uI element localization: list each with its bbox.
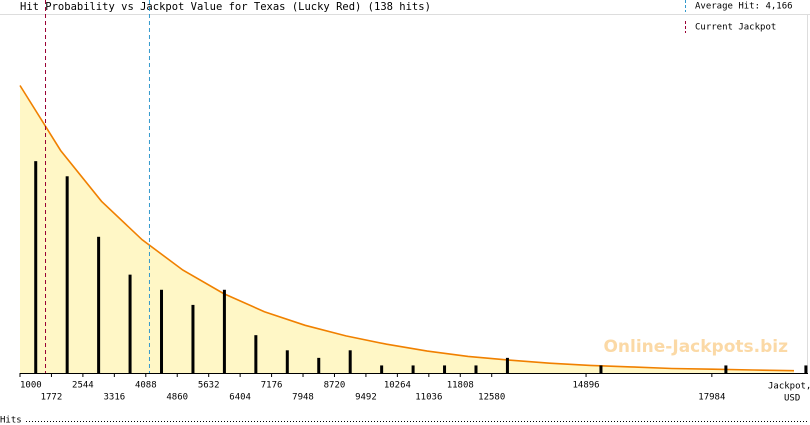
bar — [599, 365, 603, 373]
x-tick-label: 5632 — [198, 381, 220, 391]
bar — [474, 365, 478, 373]
x-axis-label: USD — [784, 394, 800, 404]
x-tick-label: 6404 — [229, 393, 251, 403]
x-tick-label: 11036 — [415, 393, 442, 403]
bar — [380, 365, 384, 373]
x-tick-label: 12580 — [478, 393, 505, 403]
bar — [128, 274, 132, 373]
bar — [97, 236, 101, 373]
bar — [724, 365, 728, 373]
bar — [65, 176, 69, 373]
curve-line — [19, 85, 795, 372]
bar — [348, 350, 352, 373]
watermark: Online-Jackpots.biz — [603, 337, 788, 357]
x-tick-label: 7176 — [261, 381, 283, 391]
x-tick-label: 14896 — [573, 381, 600, 391]
x-tick-label: 4088 — [135, 381, 157, 391]
bar — [34, 161, 38, 373]
x-tick-label: 17984 — [698, 393, 725, 403]
bar — [222, 289, 226, 373]
legend-label: Average Hit: 4,166 — [695, 2, 793, 12]
bar — [804, 365, 808, 373]
x-tick-label: 1000 — [20, 381, 42, 391]
x-axis-label: Jackpot, — [768, 382, 810, 392]
bar — [254, 335, 258, 373]
x-tick-label: 3316 — [103, 393, 125, 403]
x-tick-label: 11808 — [447, 381, 474, 391]
rug-label: Hits — [0, 416, 22, 425]
bar — [411, 365, 415, 373]
bar — [285, 350, 289, 373]
legend-label: Current Jackpot — [695, 23, 776, 33]
x-tick-label: 4860 — [166, 393, 188, 403]
x-tick-label: 7948 — [292, 393, 314, 403]
bar — [505, 357, 509, 373]
bar — [191, 304, 195, 373]
x-tick-label: 8720 — [324, 381, 346, 391]
bar — [317, 357, 321, 373]
x-tick-label: 2544 — [72, 381, 94, 391]
x-tick-label: 10264 — [384, 381, 411, 391]
bar — [160, 289, 164, 373]
x-tick-label: 1772 — [41, 393, 63, 403]
bar — [443, 365, 447, 373]
chart-title: Hit Probability vs Jackpot Value for Tex… — [20, 1, 431, 13]
curve-area — [20, 85, 794, 373]
x-tick-label: 9492 — [355, 393, 377, 403]
